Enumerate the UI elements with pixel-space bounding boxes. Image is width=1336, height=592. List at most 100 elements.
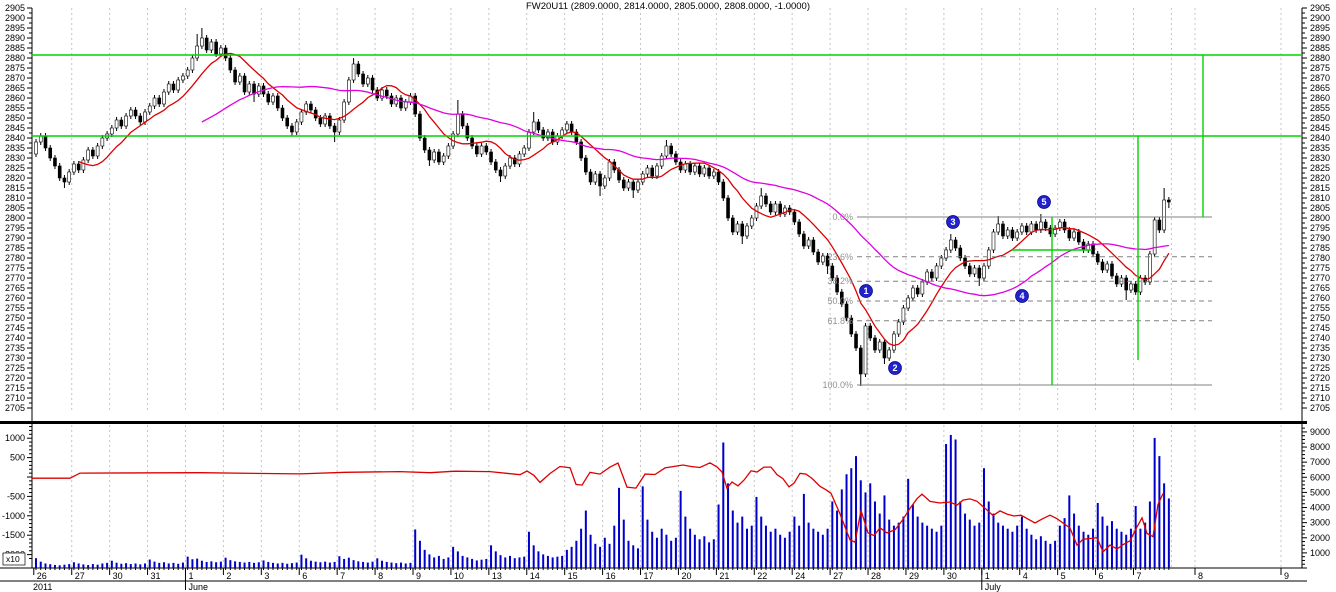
svg-text:38.2%: 38.2% (827, 276, 853, 286)
svg-text:6: 6 (302, 571, 307, 581)
svg-text:2900: 2900 (5, 13, 25, 23)
svg-text:2725: 2725 (1310, 363, 1330, 373)
svg-text:2895: 2895 (1310, 23, 1330, 33)
svg-text:30: 30 (947, 571, 957, 581)
svg-text:2760: 2760 (1310, 293, 1330, 303)
svg-text:2885: 2885 (1310, 43, 1330, 53)
svg-text:2850: 2850 (1310, 113, 1330, 123)
svg-text:6: 6 (1099, 571, 1104, 581)
svg-text:2820: 2820 (1310, 173, 1330, 183)
gridlines (71, 8, 1282, 568)
volume-bars (35, 434, 1170, 568)
svg-text:6000: 6000 (1310, 472, 1330, 482)
svg-text:2730: 2730 (1310, 353, 1330, 363)
svg-text:2735: 2735 (5, 343, 25, 353)
svg-text:2750: 2750 (1310, 313, 1330, 323)
svg-text:2860: 2860 (1310, 93, 1330, 103)
svg-text:2775: 2775 (5, 263, 25, 273)
moving-averages (78, 52, 1170, 347)
svg-text:2800: 2800 (1310, 213, 1330, 223)
svg-text:2845: 2845 (1310, 123, 1330, 133)
svg-text:28: 28 (871, 571, 881, 581)
svg-text:2805: 2805 (5, 203, 25, 213)
svg-text:2765: 2765 (5, 283, 25, 293)
svg-text:June: June (188, 582, 208, 592)
svg-text:2870: 2870 (5, 73, 25, 83)
svg-text:5: 5 (1041, 197, 1046, 207)
elliott-wave-labels: 1 2 3 4 5 (859, 195, 1051, 375)
svg-text:2720: 2720 (1310, 373, 1330, 383)
svg-text:2750: 2750 (5, 313, 25, 323)
svg-text:2: 2 (892, 363, 897, 373)
svg-text:2755: 2755 (1310, 303, 1330, 313)
svg-text:14: 14 (530, 571, 540, 581)
candles (34, 28, 1171, 386)
svg-text:61.8%: 61.8% (827, 316, 853, 326)
svg-text:30: 30 (113, 571, 123, 581)
svg-text:20: 20 (681, 571, 691, 581)
svg-text:2780: 2780 (1310, 253, 1330, 263)
svg-text:2740: 2740 (5, 333, 25, 343)
svg-text:10: 10 (454, 571, 464, 581)
svg-text:8000: 8000 (1310, 442, 1330, 452)
svg-text:2865: 2865 (5, 83, 25, 93)
svg-text:3: 3 (264, 571, 269, 581)
chart-title: FW20U11 (2809.0000, 2814.0000, 2805.0000… (526, 1, 810, 12)
svg-text:-1500: -1500 (2, 530, 25, 540)
svg-text:15: 15 (568, 571, 578, 581)
svg-text:2755: 2755 (5, 303, 25, 313)
svg-text:-500: -500 (7, 491, 25, 501)
svg-text:July: July (985, 582, 1002, 592)
svg-text:500: 500 (10, 453, 25, 463)
svg-text:2845: 2845 (5, 123, 25, 133)
svg-text:2745: 2745 (5, 323, 25, 333)
svg-text:4: 4 (1019, 291, 1024, 301)
svg-text:-1000: -1000 (2, 511, 25, 521)
svg-text:2880: 2880 (5, 53, 25, 63)
svg-text:2875: 2875 (5, 63, 25, 73)
svg-text:2810: 2810 (5, 193, 25, 203)
svg-text:22: 22 (757, 571, 767, 581)
wave-label-3: 3 (946, 215, 960, 229)
svg-text:9000: 9000 (1310, 427, 1330, 437)
svg-text:2745: 2745 (1310, 323, 1330, 333)
svg-text:2000: 2000 (1310, 533, 1330, 543)
oi-multiplier-label: x10 (2, 552, 26, 566)
svg-text:1: 1 (985, 571, 990, 581)
svg-text:2785: 2785 (1310, 243, 1330, 253)
svg-text:8: 8 (1198, 571, 1203, 581)
svg-text:2890: 2890 (1310, 33, 1330, 43)
svg-text:1000: 1000 (1310, 548, 1330, 558)
svg-text:x10: x10 (6, 554, 20, 564)
fibonacci-retracement: 0.0% 23.6% 38.2% 50.0% 61.8% 100.0% (822, 212, 1212, 390)
svg-text:13: 13 (492, 571, 502, 581)
svg-text:7000: 7000 (1310, 457, 1330, 467)
svg-text:2850: 2850 (5, 113, 25, 123)
svg-text:2840: 2840 (5, 133, 25, 143)
svg-text:0.0%: 0.0% (832, 212, 853, 222)
date-axis: 26 27 30 31 1 2 3 6 7 8 9 10 13 14 15 16 17 20 21 22 24 27 28 2… (0, 568, 1307, 592)
svg-text:2835: 2835 (1310, 143, 1330, 153)
svg-text:2765: 2765 (1310, 283, 1330, 293)
svg-text:2890: 2890 (5, 33, 25, 43)
svg-text:2865: 2865 (1310, 83, 1330, 93)
svg-text:2715: 2715 (5, 383, 25, 393)
svg-text:2825: 2825 (5, 163, 25, 173)
wave-label-4: 4 (1015, 289, 1029, 303)
svg-text:2715: 2715 (1310, 383, 1330, 393)
svg-text:2840: 2840 (1310, 133, 1330, 143)
svg-text:5: 5 (1061, 571, 1066, 581)
svg-text:5000: 5000 (1310, 487, 1330, 497)
svg-text:2870: 2870 (1310, 73, 1330, 83)
svg-text:7: 7 (340, 571, 345, 581)
svg-text:2905: 2905 (1310, 3, 1330, 13)
svg-text:2820: 2820 (5, 173, 25, 183)
svg-text:2855: 2855 (5, 103, 25, 113)
svg-text:2875: 2875 (1310, 63, 1330, 73)
svg-text:2885: 2885 (5, 43, 25, 53)
green-trend-lines (32, 54, 1302, 385)
svg-text:2770: 2770 (1310, 273, 1330, 283)
svg-text:2805: 2805 (1310, 203, 1330, 213)
svg-text:3000: 3000 (1310, 518, 1330, 528)
